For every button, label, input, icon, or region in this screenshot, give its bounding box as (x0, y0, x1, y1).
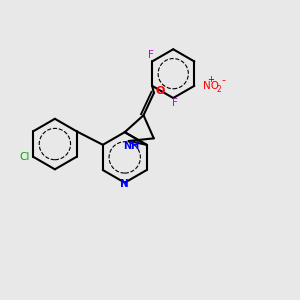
Text: NH: NH (124, 141, 140, 151)
Text: Cl: Cl (20, 152, 30, 162)
Text: F: F (148, 50, 154, 60)
Text: +: + (207, 75, 214, 84)
Text: -: - (221, 76, 225, 85)
Text: 2: 2 (217, 85, 221, 94)
Text: F: F (172, 98, 178, 108)
Text: O: O (156, 86, 165, 97)
Text: NO: NO (203, 81, 219, 91)
Text: N: N (120, 179, 128, 189)
